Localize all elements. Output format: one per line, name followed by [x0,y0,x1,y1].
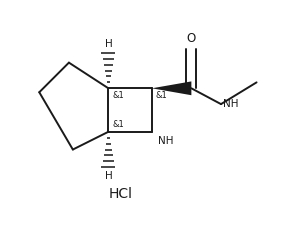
Text: NH: NH [223,99,239,109]
Text: H: H [105,171,112,181]
Text: &1: &1 [156,91,168,100]
Polygon shape [152,81,191,95]
Text: &1: &1 [112,120,124,129]
Text: H: H [105,39,112,49]
Text: &1: &1 [112,91,124,100]
Text: NH: NH [158,136,173,146]
Text: O: O [187,32,196,45]
Text: HCl: HCl [108,187,132,201]
